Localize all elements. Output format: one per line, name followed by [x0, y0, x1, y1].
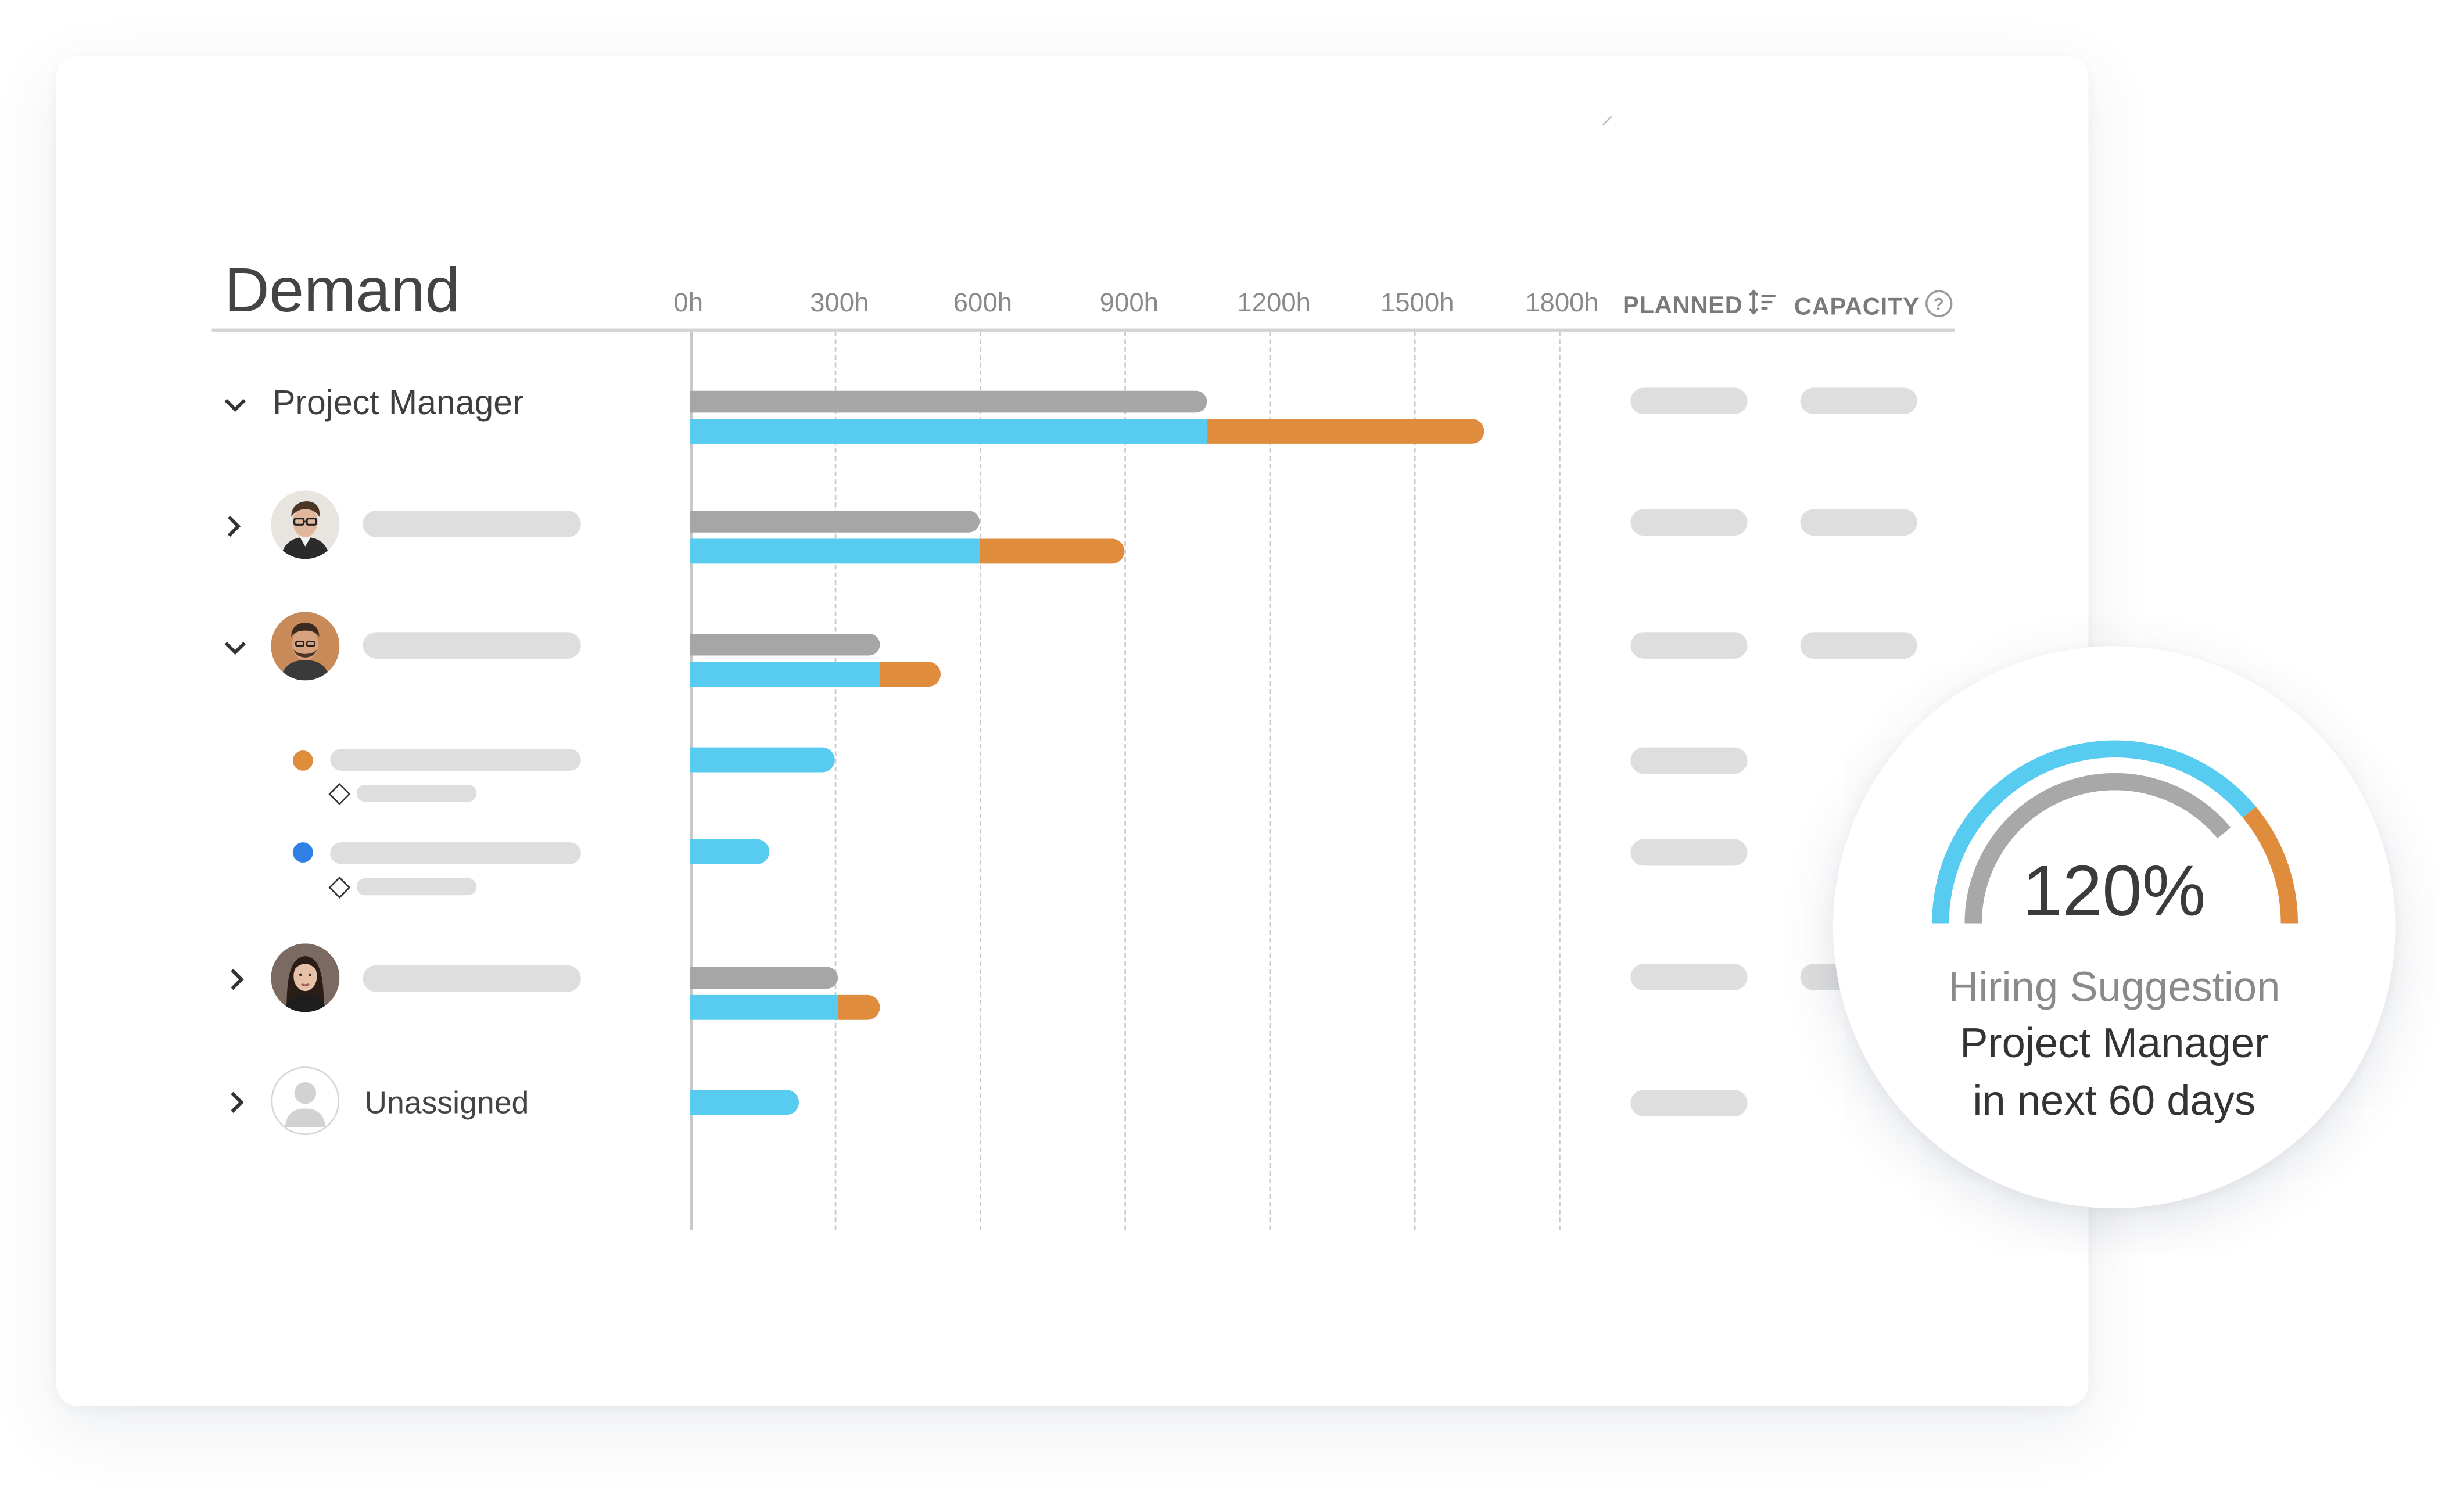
help-icon[interactable]: ? [1924, 288, 1956, 329]
capacity-bar[interactable] [690, 967, 837, 989]
chevron-right-icon[interactable] [221, 964, 253, 995]
capacity-bar[interactable] [690, 511, 980, 533]
axis-tick-label: 1800h [1525, 288, 1599, 318]
hiring-suggestion-period: in next 60 days [1973, 1077, 2256, 1125]
person-name-placeholder [363, 511, 581, 537]
planned-placeholder [1630, 747, 1748, 774]
demand-bar[interactable] [690, 1090, 799, 1115]
avatar[interactable] [271, 943, 340, 1012]
demand-bar[interactable] [690, 994, 837, 1020]
grid-line [980, 331, 981, 1230]
chevron-right-icon[interactable] [218, 511, 249, 542]
gauge-overload-arc [2242, 806, 2298, 924]
project-name-placeholder [330, 749, 581, 771]
person-name-placeholder [363, 632, 581, 659]
demand-bar[interactable] [690, 747, 835, 773]
unassigned-label[interactable]: Unassigned [364, 1086, 529, 1121]
hiring-suggestion-card: 120% Hiring Suggestion Project Manager i… [1833, 646, 2396, 1209]
project-color-dot [292, 842, 313, 863]
demand-bar[interactable] [690, 662, 881, 687]
grid-line [834, 331, 837, 1230]
demand-bar[interactable] [690, 419, 1207, 444]
overload-bar[interactable] [837, 994, 881, 1020]
milestone-placeholder [356, 784, 477, 802]
capacity-bar[interactable] [690, 390, 1207, 413]
zero-axis-line [690, 331, 693, 1230]
project-color-dot [292, 750, 313, 771]
planned-column-header[interactable]: PLANNED [1623, 288, 1778, 325]
axis-tick-label: 600h [953, 288, 1013, 318]
planned-placeholder [1630, 509, 1748, 536]
avatar[interactable] [271, 490, 340, 559]
sort-icon[interactable] [1748, 288, 1779, 325]
chevron-right-icon[interactable] [221, 1087, 253, 1118]
overload-bar[interactable] [980, 538, 1125, 564]
axis-tick-label: 0h [673, 288, 704, 318]
hiring-suggestion-title: Hiring Suggestion [1948, 964, 2280, 1011]
planned-placeholder [1630, 632, 1748, 659]
gauge-demand-arc [1932, 740, 2256, 924]
capacity-placeholder [1800, 632, 1917, 659]
capacity-column-header: CAPACITY ? [1794, 288, 1955, 329]
demand-panel [56, 56, 2089, 1406]
capacity-placeholder [1800, 387, 1917, 415]
planned-placeholder [1630, 964, 1748, 990]
milestone-placeholder [356, 878, 477, 896]
capacity-column-label: CAPACITY [1794, 294, 1920, 321]
planned-placeholder [1630, 387, 1748, 415]
overload-bar[interactable] [880, 662, 941, 687]
chevron-down-icon[interactable] [220, 632, 251, 663]
gauge-capacity-arc [1964, 773, 2231, 924]
grid-line [1124, 331, 1126, 1230]
overload-bar[interactable] [1206, 419, 1484, 444]
svg-text:?: ? [1934, 295, 1945, 314]
grid-line [1269, 331, 1271, 1230]
role-group-label[interactable]: Project Manager [272, 383, 524, 422]
planned-column-label: PLANNED [1623, 292, 1743, 319]
axis-tick-label: 1200h [1237, 288, 1311, 318]
hiring-suggestion-role: Project Manager [1960, 1019, 2269, 1067]
avatar[interactable] [271, 612, 340, 681]
header-divider [211, 328, 1955, 332]
utilization-gauge [1932, 740, 2298, 924]
utilization-percent: 120% [2023, 850, 2206, 931]
chevron-down-icon[interactable] [220, 389, 251, 421]
axis-tick-label: 300h [810, 288, 869, 318]
planned-placeholder [1630, 1090, 1748, 1116]
panel-title: Demand [224, 257, 460, 326]
user-icon [271, 1066, 340, 1136]
grid-line [1414, 331, 1416, 1230]
demand-bar[interactable] [690, 839, 770, 864]
axis-tick-label: 900h [1099, 288, 1159, 318]
capacity-placeholder [1800, 509, 1917, 536]
person-name-placeholder [363, 965, 581, 992]
capacity-bar[interactable] [690, 633, 881, 656]
grid-line [1559, 331, 1561, 1230]
axis-tick-label: 1500h [1380, 288, 1454, 318]
planned-placeholder [1630, 839, 1748, 866]
demand-bar[interactable] [690, 538, 980, 564]
project-name-placeholder [330, 842, 581, 864]
